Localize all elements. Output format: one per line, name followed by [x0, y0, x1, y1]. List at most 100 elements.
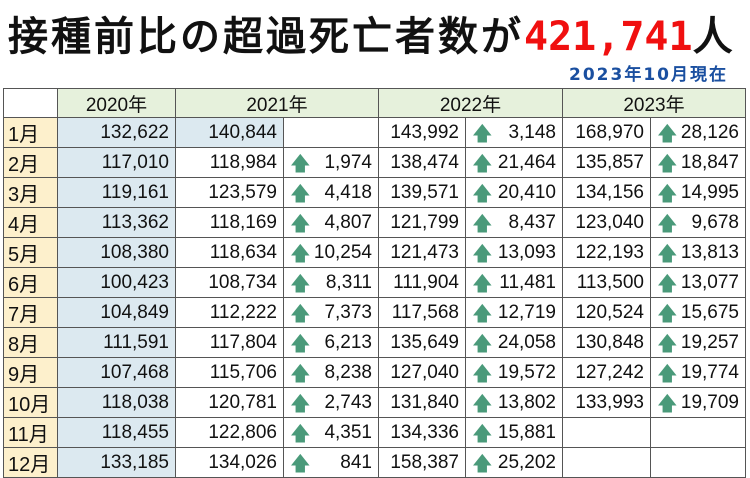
diff-2023-value: 15,675 [680, 301, 739, 323]
deaths-2023: 122,193 [562, 237, 651, 268]
month-label-value: 9月 [8, 364, 40, 386]
deaths-2022: 143,992 [378, 117, 466, 148]
month-label: 6月 [3, 267, 58, 298]
deaths-2022-value: 135,649 [390, 331, 459, 353]
deaths-2021-value: 118,984 [209, 151, 277, 173]
deaths-2023-value: 134,156 [575, 181, 644, 203]
diff-2021: 🡅 6,213 [283, 327, 379, 358]
table-row: 11月 118,455 122,806 🡅 4,351 134,336 🡅 15,881 [3, 417, 746, 448]
arrow-up-icon: 🡅 [657, 302, 678, 325]
corner-cell [3, 88, 58, 118]
deaths-2022-value: 121,799 [390, 211, 459, 233]
month-label: 4月 [3, 207, 58, 238]
header-2020: 2020年 [57, 88, 176, 118]
deaths-2020-value: 133,185 [100, 451, 169, 473]
deaths-2020: 107,468 [57, 357, 176, 388]
deaths-2023: 168,970 [562, 117, 651, 148]
arrow-up-icon: 🡅 [290, 332, 311, 355]
arrow-up-icon: 🡅 [472, 182, 493, 205]
deaths-2021-value: 122,806 [208, 421, 277, 443]
diff-2021-value: 8,311 [325, 271, 372, 293]
arrow-up-icon: 🡅 [472, 422, 493, 445]
diff-2021: 🡅 8,238 [283, 357, 379, 388]
diff-2021-value: 4,351 [324, 421, 372, 443]
month-label: 2月 [3, 147, 58, 178]
deaths-2021-value: 120,781 [208, 391, 277, 413]
diff-2021: 🡅 841 [283, 447, 379, 478]
deaths-2021-value: 108,734 [208, 271, 277, 293]
diff-2023: 🡅 13,077 [650, 267, 746, 298]
deaths-2022: 131,840 [378, 387, 466, 418]
deaths-2022: 117,568 [378, 297, 466, 328]
deaths-2022-value: 158,387 [390, 451, 459, 473]
deaths-2023: 127,242 [562, 357, 651, 388]
diff-2023: 🡅 28,126 [650, 117, 746, 148]
deaths-2021: 140,844 [175, 117, 284, 148]
deaths-2022-value: 134,336 [390, 421, 459, 443]
diff-2021-value: 6,213 [324, 331, 372, 353]
month-label: 10月 [3, 387, 58, 418]
deaths-2020-value: 111,591 [103, 331, 169, 353]
table-row: 6月 100,423 108,734 🡅 8,311 111,904 🡅 11,481 113,… [3, 267, 746, 298]
diff-2022: 🡅 13,802 [465, 387, 563, 418]
month-label: 12月 [3, 447, 58, 478]
month-label-value: 12月 [8, 454, 51, 476]
deaths-2021: 112,222 [175, 297, 284, 328]
deaths-2023: 130,848 [562, 327, 651, 358]
deaths-2020-value: 113,362 [101, 211, 169, 233]
diff-2023: 🡅 15,675 [650, 297, 746, 328]
diff-2021 [283, 117, 379, 148]
arrow-up-icon: 🡅 [657, 212, 678, 235]
deaths-2023: 134,156 [562, 177, 651, 208]
deaths-2023-value: 113,500 [576, 271, 644, 293]
deaths-2021-value: 123,579 [208, 181, 277, 203]
deaths-2022-value: 117,568 [391, 301, 459, 323]
table-row: 7月 104,849 112,222 🡅 7,373 117,568 🡅 12,719 120,… [3, 297, 746, 328]
deaths-2023-value: 120,524 [575, 301, 644, 323]
deaths-2022: 138,474 [378, 147, 466, 178]
arrow-up-icon: 🡅 [290, 272, 311, 295]
diff-2023: 🡅 19,709 [650, 387, 746, 418]
excess-deaths-table: 2020年 2021年 2022年 2023年 1月 132,622 140,844… [3, 88, 746, 478]
arrow-up-icon: 🡅 [472, 302, 493, 325]
deaths-2020-value: 118,038 [101, 391, 169, 413]
arrow-up-icon: 🡅 [472, 452, 493, 475]
diff-2022: 🡅 24,058 [465, 327, 563, 358]
deaths-2022-value: 139,571 [390, 181, 459, 203]
arrow-up-icon: 🡅 [657, 362, 678, 385]
table-row: 10月 118,038 120,781 🡅 2,743 131,840 🡅 13,802 133… [3, 387, 746, 418]
diff-2021-value: 7,373 [324, 301, 372, 323]
table-row: 12月 133,185 134,026 🡅 841 158,387 🡅 25,202 [3, 447, 746, 478]
diff-2021-value: 10,254 [313, 241, 372, 263]
deaths-2021: 115,706 [175, 357, 284, 388]
month-label-value: 2月 [8, 154, 40, 176]
deaths-2021-value: 112,222 [209, 301, 277, 323]
diff-2023: 🡅 13,813 [650, 237, 746, 268]
deaths-2021-value: 118,634 [209, 241, 277, 263]
month-label: 7月 [3, 297, 58, 328]
arrow-up-icon: 🡅 [657, 182, 678, 205]
table-row: 4月 113,362 118,169 🡅 4,807 121,799 🡅 8,437 123,0… [3, 207, 746, 238]
arrow-up-icon: 🡅 [290, 452, 311, 475]
arrow-up-icon: 🡅 [290, 182, 311, 205]
arrow-up-icon: 🡅 [657, 242, 678, 265]
month-label-value: 5月 [8, 244, 40, 266]
arrow-up-icon: 🡅 [472, 362, 493, 385]
deaths-2022: 127,040 [378, 357, 466, 388]
diff-2023: 🡅 9,678 [650, 207, 746, 238]
diff-2022: 🡅 12,719 [465, 297, 563, 328]
deaths-2023 [562, 447, 651, 478]
month-label: 9月 [3, 357, 58, 388]
deaths-2023: 113,500 [562, 267, 651, 298]
arrow-up-icon: 🡅 [472, 272, 493, 295]
header-2021: 2021年 [175, 88, 379, 118]
arrow-up-icon: 🡅 [290, 212, 311, 235]
month-label-value: 1月 [8, 124, 40, 146]
arrow-up-icon: 🡅 [290, 392, 311, 415]
deaths-2022: 111,904 [378, 267, 466, 298]
diff-2023-value: 13,077 [680, 271, 739, 293]
diff-2022: 🡅 13,093 [465, 237, 563, 268]
deaths-2021: 120,781 [175, 387, 284, 418]
month-label-value: 7月 [8, 304, 40, 326]
deaths-2020: 132,622 [57, 117, 176, 148]
